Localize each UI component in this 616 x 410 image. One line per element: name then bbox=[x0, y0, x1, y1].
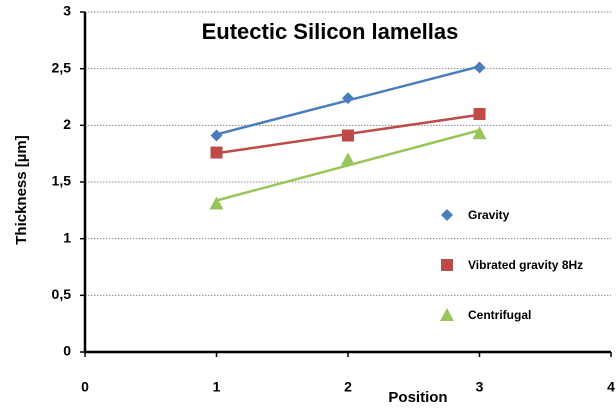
legend-marker bbox=[440, 308, 454, 321]
point bbox=[341, 152, 355, 166]
point bbox=[342, 129, 354, 142]
legend-label: Vibrated gravity 8Hz bbox=[468, 258, 584, 272]
point bbox=[210, 129, 223, 142]
point bbox=[209, 196, 224, 210]
point bbox=[210, 146, 223, 159]
legend-label: Centrifugal bbox=[468, 308, 532, 322]
point bbox=[472, 126, 487, 140]
y-tick-label: 1 bbox=[63, 229, 71, 245]
point bbox=[473, 108, 486, 120]
y-tick-label: 1,5 bbox=[52, 173, 72, 189]
chart-title: Eutectic Silicon lamellas bbox=[202, 19, 459, 44]
trend-line bbox=[216, 129, 480, 202]
legend-marker bbox=[441, 259, 453, 271]
x-tick-label: 1 bbox=[213, 379, 221, 395]
y-tick-label: 2,5 bbox=[52, 59, 72, 75]
legend-marker bbox=[441, 209, 453, 221]
point bbox=[342, 92, 354, 105]
y-axis-label: Thickness [µm] bbox=[13, 135, 30, 245]
x-tick-label: 0 bbox=[81, 379, 89, 395]
y-tick-label: 0 bbox=[63, 343, 71, 359]
y-tick-label: 3 bbox=[63, 3, 71, 19]
x-tick-label: 2 bbox=[344, 379, 352, 395]
legend-label: Gravity bbox=[468, 208, 510, 222]
x-tick-label: 4 bbox=[607, 379, 615, 395]
x-tick-label: 3 bbox=[476, 379, 484, 395]
point bbox=[473, 61, 486, 74]
y-tick-label: 2 bbox=[63, 116, 71, 132]
y-tick-label: 0,5 bbox=[52, 286, 72, 302]
x-axis-label: Position bbox=[388, 389, 447, 406]
